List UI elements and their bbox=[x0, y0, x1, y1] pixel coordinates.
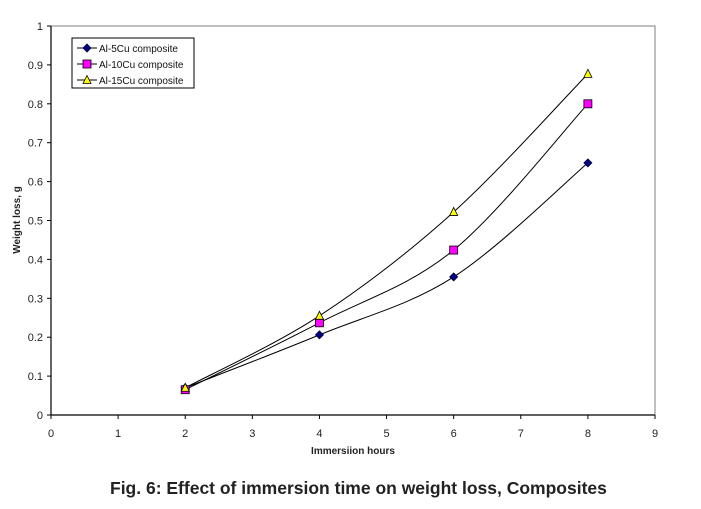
x-tick-label: 9 bbox=[652, 428, 658, 440]
plot-area-frame bbox=[50, 25, 656, 416]
x-tick-label: 7 bbox=[518, 428, 524, 440]
series-lines bbox=[184, 73, 589, 391]
x-tick-label: 2 bbox=[182, 428, 188, 440]
y-tick-label: 0.3 bbox=[28, 293, 43, 305]
legend-marker bbox=[82, 43, 92, 53]
data-point-series-1 bbox=[449, 272, 459, 282]
y-tick-label: 0 bbox=[37, 410, 43, 422]
y-tick-label: 0.8 bbox=[28, 99, 43, 111]
y-tick-label: 0.6 bbox=[28, 177, 43, 189]
y-tick-label: 0.2 bbox=[28, 332, 43, 344]
series-line-3 bbox=[184, 73, 589, 389]
data-point-series-3 bbox=[180, 382, 190, 392]
series-line-2 bbox=[184, 103, 589, 391]
x-tick-label: 8 bbox=[585, 428, 591, 440]
y-tick-label: 1 bbox=[37, 21, 43, 33]
x-axis-title: Immersiion hours bbox=[311, 446, 395, 457]
legend: Al-5Cu composite Al-10Cu composite Al-15Cu… bbox=[71, 37, 195, 89]
x-tick-label: 6 bbox=[451, 428, 457, 440]
data-point-series-2 bbox=[449, 245, 459, 255]
data-point-series-2 bbox=[583, 99, 593, 109]
legend-label: Al-10Cu composite bbox=[99, 60, 184, 71]
series-markers bbox=[180, 68, 593, 395]
y-tick-label: 0.9 bbox=[28, 60, 43, 72]
data-point-series-3 bbox=[449, 206, 459, 216]
data-point-series-3 bbox=[314, 310, 325, 320]
y-axis-title: Weight loss, g bbox=[12, 186, 23, 254]
line-chart: 0 0.1 0.2 0.3 0.4 0.5 0.6 0.7 0.8 0.9 1 0 1 2 3 4 5 6 7 8 9… bbox=[12, 21, 658, 457]
data-point-series-3 bbox=[583, 68, 593, 78]
x-tick-label: 0 bbox=[48, 428, 54, 440]
x-tick-label: 3 bbox=[249, 428, 255, 440]
x-axis-ticks: 0 1 2 3 4 5 6 7 8 9 bbox=[48, 415, 658, 440]
legend-marker bbox=[82, 59, 92, 69]
y-tick-label: 0.1 bbox=[28, 371, 43, 383]
x-tick-label: 1 bbox=[115, 428, 121, 440]
legend-label: Al-15Cu composite bbox=[99, 76, 184, 87]
figure-caption: Fig. 6: Effect of immersion time on weig… bbox=[110, 478, 607, 498]
data-point-series-2 bbox=[315, 318, 324, 328]
data-point-series-1 bbox=[314, 330, 325, 340]
data-point-series-1 bbox=[583, 158, 593, 168]
x-tick-label: 4 bbox=[316, 428, 322, 440]
y-tick-label: 0.4 bbox=[28, 254, 43, 266]
y-tick-label: 0.7 bbox=[28, 138, 43, 150]
y-axis-ticks: 0 0.1 0.2 0.3 0.4 0.5 0.6 0.7 0.8 0.9 1 bbox=[28, 21, 51, 422]
series-line-1 bbox=[185, 162, 589, 389]
legend-marker bbox=[82, 74, 92, 84]
y-tick-label: 0.5 bbox=[28, 216, 43, 228]
legend-label: Al-5Cu composite bbox=[99, 44, 178, 55]
x-tick-label: 5 bbox=[383, 428, 389, 440]
